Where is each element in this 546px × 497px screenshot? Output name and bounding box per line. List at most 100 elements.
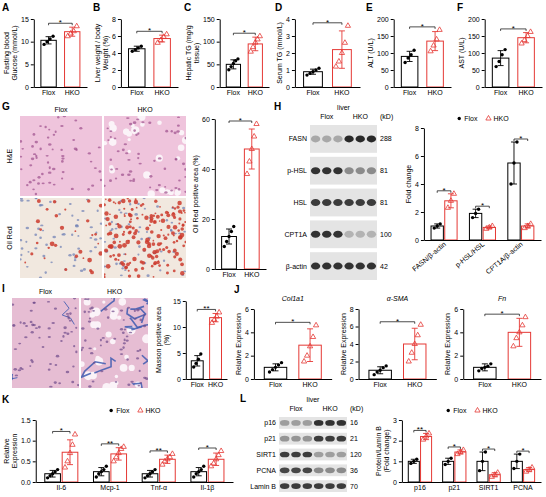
tissue-texture bbox=[132, 257, 136, 261]
x-tick-label: HKO bbox=[302, 381, 318, 388]
tissue-texture bbox=[163, 234, 165, 236]
tissue-texture bbox=[42, 255, 45, 258]
data-point bbox=[105, 465, 108, 468]
kd-label: 81 bbox=[380, 167, 388, 174]
y-tick-label: 10 bbox=[21, 38, 29, 45]
data-point bbox=[494, 65, 497, 68]
tissue-texture bbox=[130, 218, 132, 220]
x-tick-label: p21 bbox=[448, 484, 460, 492]
tissue-texture bbox=[147, 242, 150, 245]
kd-label: 81 bbox=[380, 199, 388, 206]
y-tick-label: 4 bbox=[245, 329, 249, 336]
significance-label: ** bbox=[417, 425, 423, 434]
y-tick-label: 0 bbox=[476, 84, 480, 91]
blot-band bbox=[291, 436, 301, 442]
blot-band bbox=[303, 467, 313, 473]
plot-marks bbox=[45, 431, 224, 482]
y-axis-line bbox=[215, 120, 216, 270]
y-tick-label: 150 bbox=[203, 16, 215, 23]
x-axis: FloxHKO bbox=[485, 88, 542, 96]
error-bar bbox=[226, 229, 232, 244]
tissue-texture bbox=[13, 368, 17, 371]
tissue-texture bbox=[20, 367, 23, 370]
x-tick: HKO bbox=[407, 381, 423, 388]
tissue-texture bbox=[166, 219, 168, 222]
data-point bbox=[490, 223, 495, 228]
tissue-texture bbox=[148, 190, 155, 196]
y-axis: 0123 bbox=[393, 417, 402, 486]
tissue-texture bbox=[20, 321, 22, 324]
x-tick-label: Flox bbox=[227, 89, 241, 96]
tissue-texture bbox=[84, 298, 87, 300]
blot-band bbox=[322, 135, 331, 142]
y-axis-title-line: Glucose (mmol/L) bbox=[11, 25, 19, 80]
y-axis-title-line: Fold change bbox=[405, 165, 413, 204]
x-tick-label: Flox bbox=[478, 381, 492, 388]
tissue-texture bbox=[70, 331, 73, 333]
tissue-texture bbox=[178, 258, 182, 262]
blot-background bbox=[310, 252, 377, 280]
tissue-texture bbox=[31, 157, 35, 160]
tissue-texture bbox=[160, 229, 162, 231]
tissue-texture bbox=[121, 199, 125, 203]
x-tick: HKO bbox=[427, 89, 443, 96]
tissue-texture bbox=[104, 308, 108, 311]
tissue-texture bbox=[74, 230, 76, 232]
y-axis-title: Protein/Lamin B(Fold change) bbox=[375, 426, 391, 476]
error-bar bbox=[434, 224, 440, 228]
significance-label: ** bbox=[203, 304, 209, 313]
tissue-texture bbox=[49, 166, 51, 169]
y-tick: 15 bbox=[173, 298, 186, 305]
tissue-texture bbox=[158, 184, 161, 186]
y-axis-title-line: Liver weight / body bbox=[94, 23, 102, 82]
y-axis-line bbox=[295, 20, 296, 88]
significance-label: * bbox=[396, 317, 399, 326]
tissue-texture bbox=[173, 249, 177, 253]
tissue-texture bbox=[120, 309, 123, 311]
tissue-texture bbox=[100, 339, 102, 342]
tissue-texture bbox=[139, 226, 142, 228]
y-axis-title: AST (U/L) bbox=[458, 38, 466, 69]
kd-label: 36 bbox=[350, 467, 358, 474]
y-tick-label: 100 bbox=[203, 38, 215, 45]
tissue-texture bbox=[87, 188, 90, 191]
tissue-texture bbox=[72, 253, 75, 256]
tissue-texture bbox=[86, 219, 89, 222]
tissue-texture bbox=[36, 219, 40, 223]
error-bar bbox=[482, 364, 488, 371]
y-axis-line bbox=[186, 302, 187, 380]
tissue-texture bbox=[163, 259, 165, 262]
blot-band bbox=[344, 231, 353, 238]
y-tick-label: 0 bbox=[454, 376, 458, 383]
blot-band bbox=[311, 135, 320, 142]
y-axis-title: Oil Red positive area (%) bbox=[192, 155, 200, 233]
tissue-texture bbox=[99, 204, 102, 208]
column-header: Flox bbox=[39, 288, 53, 295]
y-axis-title-line: ALT (U/L) bbox=[367, 38, 375, 68]
y-axis: 02468 bbox=[112, 16, 121, 91]
tissue-texture bbox=[114, 258, 117, 261]
bar bbox=[518, 38, 535, 87]
tissue-texture bbox=[32, 189, 35, 191]
tissue-texture bbox=[130, 306, 146, 314]
tissue-texture bbox=[124, 328, 126, 330]
band-label: p16 bbox=[264, 419, 276, 427]
error-bar bbox=[473, 209, 479, 217]
tissue-texture bbox=[66, 313, 69, 315]
y-tick: 6 bbox=[415, 153, 424, 160]
x-tick-label: HKO bbox=[65, 89, 81, 96]
tissue-texture bbox=[149, 224, 151, 226]
y-tick-label: 2 bbox=[454, 352, 458, 359]
y-tick-label: 100 bbox=[377, 50, 389, 57]
blot-band bbox=[337, 452, 347, 458]
y-axis-title-line: Serum TG (mmol/L) bbox=[276, 22, 284, 84]
tissue-texture bbox=[129, 170, 132, 172]
micrograph-background bbox=[12, 298, 79, 388]
error-bar bbox=[310, 69, 316, 74]
tissue-texture bbox=[53, 200, 57, 204]
tissue-texture bbox=[128, 199, 131, 202]
data-point bbox=[232, 225, 235, 228]
tissue-texture bbox=[69, 320, 72, 322]
tissue-texture bbox=[114, 234, 119, 239]
tissue-texture bbox=[129, 365, 135, 371]
